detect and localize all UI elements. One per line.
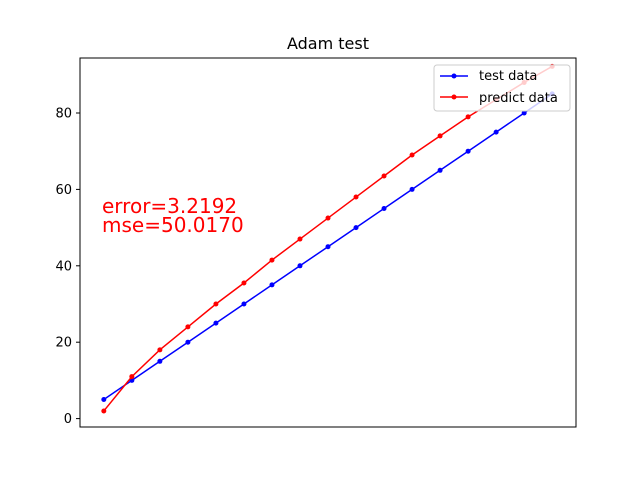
data-point-predict-data — [437, 133, 443, 139]
y-tick-label: 20 — [55, 336, 72, 351]
legend-label-predict-data: predict data — [479, 91, 558, 106]
data-point-test-data — [101, 396, 107, 402]
data-point-predict-data — [213, 301, 219, 307]
data-point-predict-data — [157, 347, 163, 353]
data-point-test-data — [437, 167, 443, 173]
data-point-predict-data — [381, 173, 387, 179]
data-point-test-data — [185, 339, 191, 345]
data-point-predict-data — [185, 324, 191, 330]
data-point-predict-data — [409, 152, 415, 158]
data-point-test-data — [213, 320, 219, 326]
data-point-predict-data — [465, 114, 471, 120]
y-tick-label: 80 — [55, 107, 72, 122]
data-point-test-data — [465, 148, 471, 154]
chart-title: Adam test — [287, 34, 369, 53]
legend: test data predict data — [433, 64, 571, 112]
data-point-predict-data — [325, 215, 331, 221]
data-point-predict-data — [353, 194, 359, 200]
data-point-test-data — [353, 225, 359, 231]
y-tick-label: 40 — [55, 259, 72, 274]
data-point-predict-data — [129, 374, 135, 380]
legend-marker-predict-data — [451, 94, 457, 100]
mse-annotation: mse=50.0170 — [102, 213, 244, 237]
y-tick-label: 60 — [55, 183, 72, 198]
data-point-test-data — [297, 263, 303, 269]
data-point-test-data — [493, 129, 499, 135]
data-point-test-data — [409, 186, 415, 192]
legend-marker-test-data — [451, 73, 457, 79]
data-point-test-data — [269, 282, 275, 288]
error-annotation: error=3.2192 — [102, 194, 237, 218]
plot-frame — [79, 57, 577, 428]
data-point-test-data — [325, 244, 331, 250]
y-axis-ticks: 0 20 40 60 80 — [55, 107, 80, 427]
data-point-test-data — [157, 358, 163, 364]
data-point-predict-data — [269, 257, 275, 263]
data-point-predict-data — [297, 236, 303, 242]
legend-label-test-data: test data — [479, 69, 537, 84]
data-point-test-data — [521, 110, 527, 116]
y-tick-label: 0 — [64, 412, 72, 427]
data-point-test-data — [241, 301, 247, 307]
data-point-predict-data — [241, 280, 247, 286]
data-point-predict-data — [101, 408, 107, 414]
data-point-test-data — [381, 206, 387, 212]
